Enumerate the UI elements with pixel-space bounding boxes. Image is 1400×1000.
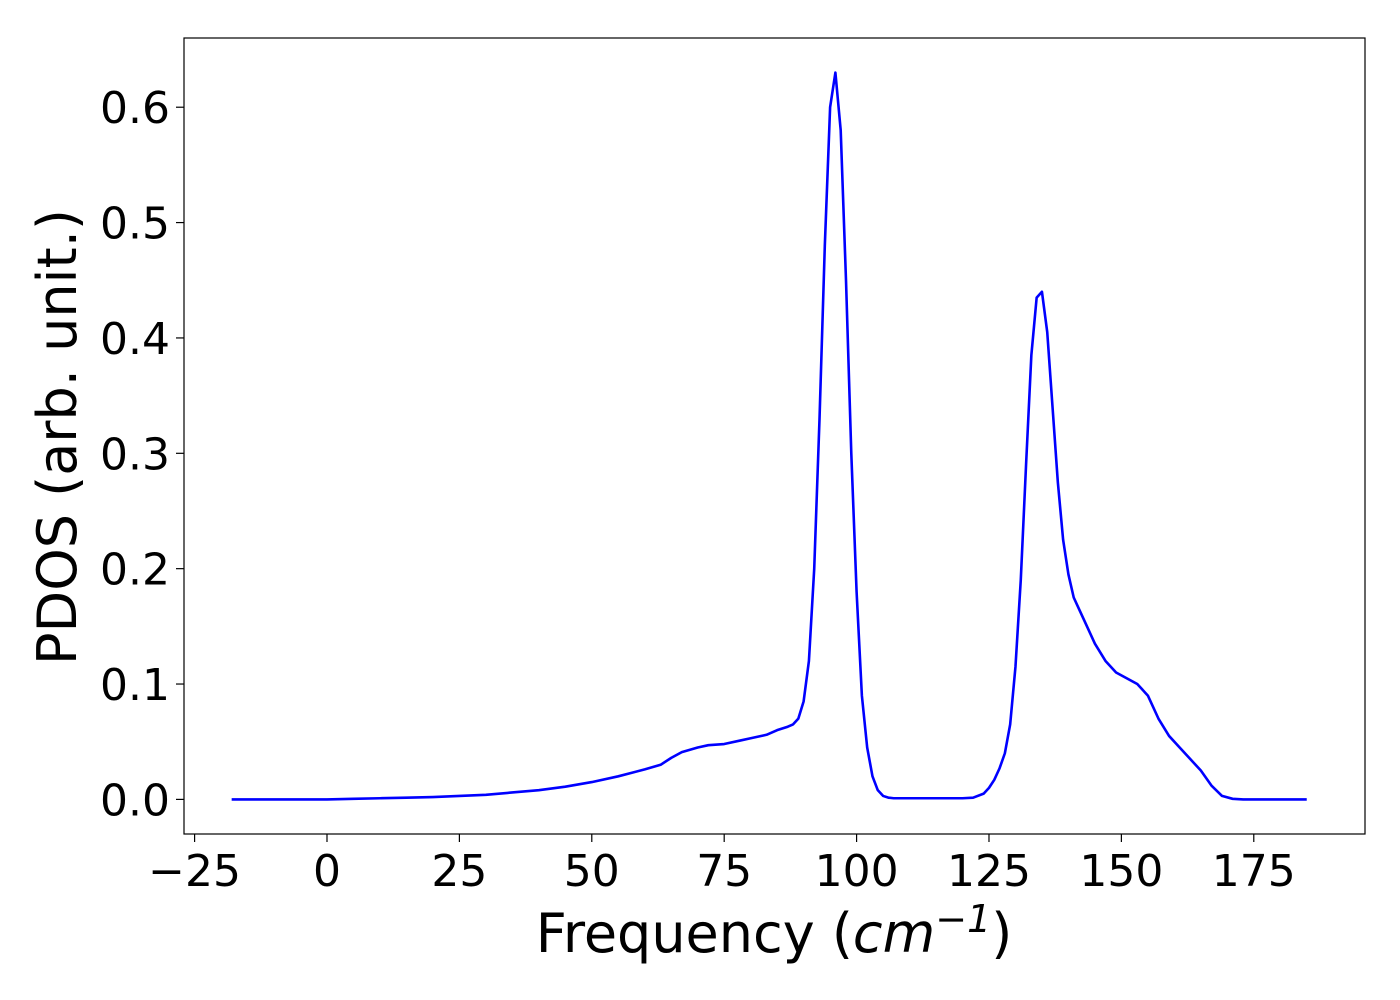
y-tick-label: 0.4 <box>100 314 170 365</box>
x-axis-label-suffix: ) <box>991 902 1012 965</box>
x-axis-label-exponent: −1 <box>935 897 991 941</box>
x-axis-ticks: −25 0 25 50 75 100 125 150 175 <box>148 834 1296 897</box>
x-tick-label: 100 <box>815 846 899 897</box>
y-axis-label: PDOS (arb. unit.) <box>26 209 89 665</box>
x-axis-label: Frequency (cm−1) <box>536 897 1013 965</box>
y-tick-label: 0.6 <box>100 83 170 134</box>
x-tick-label: 125 <box>947 846 1031 897</box>
x-tick-label: 50 <box>564 846 620 897</box>
x-tick-label: 0 <box>313 846 341 897</box>
y-tick-label: 0.5 <box>100 199 170 250</box>
x-axis-label-prefix: Frequency ( <box>536 902 853 965</box>
y-axis-ticks: 0.0 0.1 0.2 0.3 0.4 0.5 0.6 <box>100 83 184 826</box>
plot-area <box>183 37 1366 835</box>
x-tick-label: 150 <box>1079 846 1163 897</box>
y-tick-label: 0.3 <box>100 429 170 480</box>
x-tick-label: 25 <box>431 846 487 897</box>
pdos-series-line <box>231 71 1307 801</box>
y-tick-label: 0.1 <box>100 660 170 711</box>
x-tick-label: 175 <box>1212 846 1296 897</box>
x-tick-label: −25 <box>148 846 241 897</box>
x-tick-label: 75 <box>696 846 752 897</box>
series-layer <box>231 71 1307 801</box>
y-tick-label: 0.0 <box>100 775 170 826</box>
y-tick-label: 0.2 <box>100 545 170 596</box>
x-axis-label-unit: cm <box>853 902 935 965</box>
